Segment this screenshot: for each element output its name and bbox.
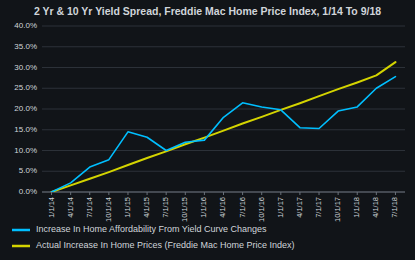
x-tick [376,192,377,195]
y-tick-label: 20.0% [14,104,37,113]
x-tick [357,192,358,195]
x-tick [395,192,396,195]
x-tick-label: 10/1/17 [333,197,342,222]
x-tick [204,192,205,195]
chart: 2 Yr & 10 Yr Yield Spread, Freddie Mac H… [0,0,415,260]
x-tick-label: 4/1/18 [371,197,380,218]
x-tick [70,192,71,195]
x-tick-label: 4/1/17 [295,197,304,218]
x-tick-label: 1/1/16 [199,197,208,218]
x-tick [185,192,186,195]
y-tick-label: 15.0% [14,125,37,134]
x-tick [319,192,320,195]
y-tick-label: 25.0% [14,83,37,92]
legend-swatch [12,229,30,232]
x-tick-label: 10/1/16 [257,197,266,222]
x-tick-label: 10/1/14 [104,197,113,222]
x-tick [51,192,52,195]
x-tick-label: 7/1/15 [161,197,170,218]
x-tick [299,192,300,195]
x-tick [147,192,148,195]
legend-label: Increase In Home Affordability From Yiel… [36,224,267,234]
grid-line [42,171,405,172]
y-tick-label: 40.0% [14,21,37,30]
series-line [52,62,396,192]
x-tick [166,192,167,195]
y-tick-label: 5.0% [19,166,37,175]
x-tick [223,192,224,195]
grid-line [42,46,405,47]
y-axis: 0.0% 5.0% 10.0% 15.0% 20.0% 25.0% 30.0% 35.0% 40… [14,21,405,196]
x-axis: 1/1/14 4/1/14 7/1/14 10/1/14 1/1/15 4/1/15 7/1… [42,192,405,222]
plot-area [52,62,396,192]
y-tick-label: 35.0% [14,42,37,51]
x-tick [261,192,262,195]
legend: Increase In Home Affordability From Yiel… [12,224,295,250]
y-tick-label: 10.0% [14,146,37,155]
title: 2 Yr & 10 Yr Yield Spread, Freddie Mac H… [34,5,381,17]
x-tick-label: 1/1/17 [276,197,285,218]
x-tick [242,192,243,195]
grid-line [42,150,405,151]
grid-line [42,67,405,68]
x-tick-label: 7/1/17 [314,197,323,218]
x-tick-label: 7/1/14 [85,197,94,218]
series-line [52,77,396,192]
grid-line [42,88,405,89]
x-tick-label: 4/1/14 [66,197,75,218]
grid-line [42,26,405,27]
x-tick [127,192,128,195]
x-tick-label: 1/1/15 [123,197,132,218]
x-tick-label: 4/1/16 [218,197,227,218]
x-tick-label: 7/1/18 [390,197,399,218]
x-tick [89,192,90,195]
legend-label: Actual Increase In Home Prices (Freddie … [36,240,295,250]
background [0,0,415,260]
x-tick [338,192,339,195]
x-tick [280,192,281,195]
y-tick-label: 0.0% [19,187,37,196]
x-tick-label: 7/1/16 [238,197,247,218]
x-tick [108,192,109,195]
x-tick-label: 1/1/14 [47,197,56,218]
x-tick-label: 4/1/15 [142,197,151,218]
x-tick-label: 1/1/18 [352,197,361,218]
y-tick-label: 30.0% [14,63,37,72]
x-tick-label: 10/1/15 [180,197,189,222]
legend-swatch [12,245,30,248]
